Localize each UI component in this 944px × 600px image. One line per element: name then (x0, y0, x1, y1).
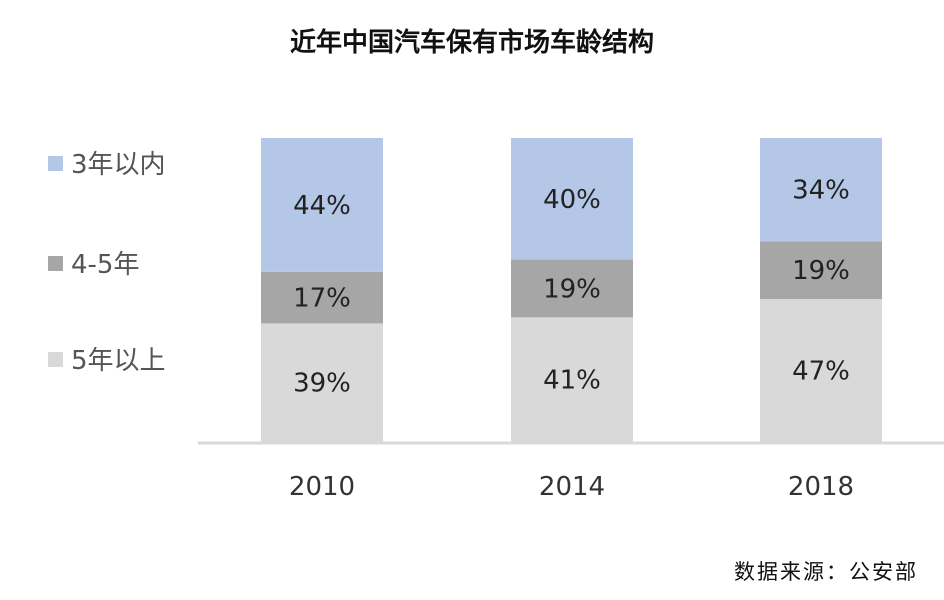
x-tick-label: 2018 (788, 472, 854, 502)
bar-segment (261, 138, 383, 272)
data-label: 40% (543, 185, 601, 215)
bar-segment (511, 138, 633, 260)
legend-label: 4-5年 (71, 250, 140, 280)
legend-item: 5年以上 (48, 346, 166, 376)
bar-segment (760, 299, 882, 442)
bar-segment (760, 241, 882, 300)
legend-swatch (48, 156, 63, 171)
legend-item: 3年以内 (48, 150, 166, 180)
legend-item: 4-5年 (48, 250, 139, 280)
chart-title: 近年中国汽车保有市场车龄结构 (289, 28, 654, 58)
x-tick-label: 2014 (539, 472, 605, 502)
bar-segment (511, 259, 633, 318)
data-label: 19% (792, 256, 850, 286)
legend-swatch (48, 256, 63, 271)
legend-swatch (48, 352, 63, 367)
legend-label: 3年以内 (71, 150, 166, 180)
data-label: 34% (792, 176, 850, 206)
bar-segment (261, 271, 383, 324)
legend-label: 5年以上 (71, 346, 166, 376)
source-note: 数据来源：公安部 (734, 560, 918, 584)
data-label: 44% (293, 191, 351, 221)
data-label: 41% (543, 366, 601, 396)
data-label: 17% (293, 284, 351, 314)
bar-segment (261, 323, 383, 442)
data-label: 47% (792, 357, 850, 387)
x-tick-label: 2010 (289, 472, 355, 502)
data-label: 19% (543, 274, 601, 304)
bar-segment (760, 138, 882, 242)
data-label: 39% (293, 369, 351, 399)
bar-segment (511, 317, 633, 442)
